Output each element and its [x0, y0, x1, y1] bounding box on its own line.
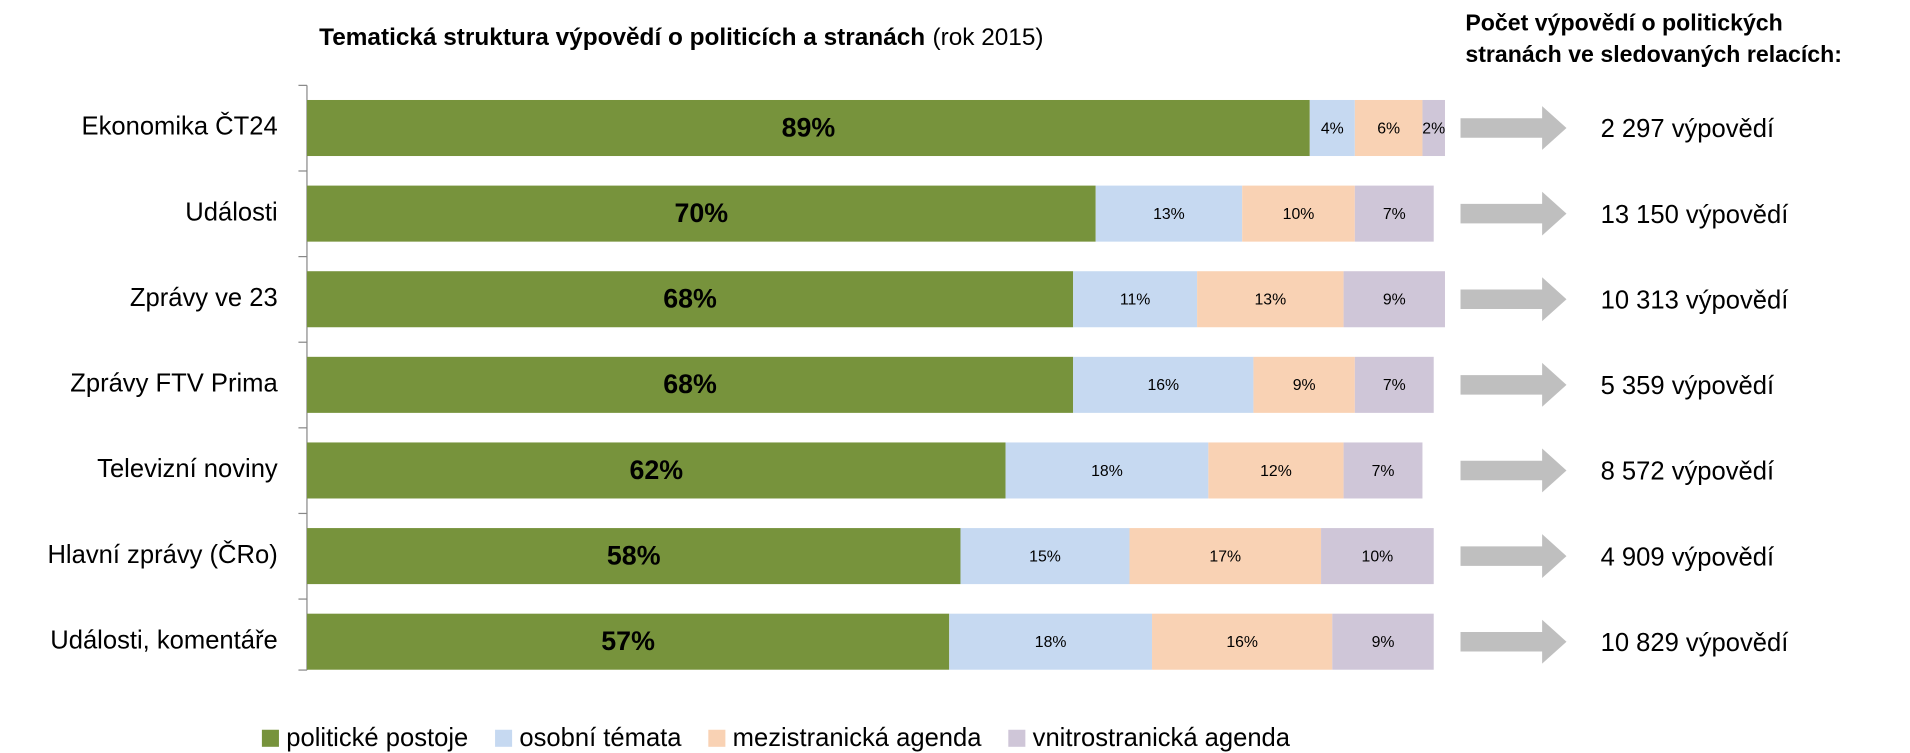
data-label: 62%	[629, 455, 683, 485]
legend-swatch	[495, 729, 513, 747]
data-label: 11%	[1120, 292, 1151, 309]
chart-subtitle: (rok 2015)	[932, 25, 1043, 52]
category-label: Zprávy FTV Prima	[70, 370, 278, 398]
bar-segment	[1242, 185, 1355, 242]
data-label: 7%	[1383, 377, 1406, 394]
arrow	[1460, 448, 1567, 493]
bar-segment	[949, 613, 1153, 670]
count-label: 10 829 výpovědí	[1601, 629, 1789, 657]
data-label: 18%	[1091, 463, 1123, 480]
data-label: 2%	[1422, 120, 1445, 137]
count-label: 2 297 výpovědí	[1601, 115, 1775, 143]
bar-segment	[960, 528, 1130, 585]
data-label: 9%	[1383, 292, 1406, 309]
bar-segment	[1253, 356, 1355, 413]
legend-swatch	[1008, 729, 1026, 747]
data-label: 70%	[675, 198, 729, 228]
bar-segment	[306, 528, 961, 585]
count-label: 8 572 výpovědí	[1601, 458, 1775, 486]
legend-label: osobní témata	[519, 724, 682, 752]
bar-segment	[306, 99, 1310, 157]
bar-segment	[1005, 442, 1209, 499]
data-label: 18%	[1035, 634, 1067, 651]
data-label: 10%	[1283, 206, 1315, 223]
bar-segment	[1095, 185, 1243, 242]
legend-swatch	[261, 729, 279, 747]
side-title: stranách ve sledovaných relacích:	[1465, 41, 1842, 67]
bar-segment	[306, 185, 1096, 242]
chart-title: Tematická struktura výpovědí o politicíc…	[319, 25, 925, 52]
arrow	[1460, 191, 1567, 236]
data-label: 7%	[1372, 463, 1395, 480]
data-label: 4%	[1321, 120, 1344, 137]
data-label: 16%	[1147, 377, 1179, 394]
bar-segment	[1354, 185, 1434, 242]
bar-segment	[1422, 99, 1445, 157]
data-label: 12%	[1260, 463, 1292, 480]
legend-label: politické postoje	[286, 724, 468, 752]
arrow	[1460, 106, 1567, 150]
category-label: Události	[185, 198, 277, 226]
count-label: 4 909 výpovědí	[1601, 543, 1775, 571]
count-label: 5 359 výpovědí	[1601, 372, 1775, 400]
data-label: 58%	[607, 540, 661, 570]
bar-segment	[1197, 271, 1344, 328]
data-label: 17%	[1209, 548, 1241, 565]
arrow	[1460, 362, 1567, 407]
bar-segment	[1129, 528, 1322, 585]
data-label: 6%	[1377, 120, 1400, 137]
bar-segment	[1309, 99, 1355, 157]
bar-segment	[306, 442, 1006, 499]
data-label: 57%	[601, 626, 655, 656]
data-label: 68%	[663, 284, 717, 314]
count-label: 13 150 výpovědí	[1601, 201, 1789, 229]
arrow	[1460, 534, 1567, 579]
data-label: 7%	[1383, 206, 1406, 223]
bar-segment	[1332, 613, 1434, 670]
chart-title-group: Tematická struktura výpovědí o politicíc…	[319, 25, 1043, 52]
data-label: 13%	[1153, 206, 1185, 223]
category-label: Události, komentáře	[50, 626, 277, 654]
category-label: Hlavní zprávy (ČRo)	[47, 540, 277, 569]
data-label: 9%	[1372, 634, 1395, 651]
bar-segment	[1073, 356, 1254, 413]
data-label: 10%	[1362, 548, 1394, 565]
bar-segment	[1152, 613, 1333, 670]
bar-segment	[1343, 271, 1445, 328]
bar-segment	[1354, 99, 1423, 157]
bar-segment	[1354, 356, 1434, 413]
legend-swatch	[708, 729, 726, 747]
arrow	[1460, 619, 1567, 664]
bar-segment	[1321, 528, 1434, 585]
legend-label: vnitrostranická agenda	[1033, 724, 1291, 752]
data-label: 89%	[782, 112, 836, 142]
count-label: 10 313 výpovědí	[1601, 286, 1789, 314]
arrow	[1460, 277, 1567, 322]
bar-segment	[306, 356, 1074, 413]
data-label: 16%	[1226, 634, 1258, 651]
category-label: Ekonomika ČT24	[82, 112, 278, 141]
category-label: Zprávy ve 23	[130, 284, 278, 312]
side-title: Počet výpovědí o politických	[1465, 10, 1782, 36]
category-label: Televizní noviny	[97, 455, 278, 483]
data-label: 9%	[1293, 377, 1316, 394]
bar-segment	[1343, 442, 1423, 499]
data-label: 15%	[1029, 548, 1061, 565]
data-label: 13%	[1254, 292, 1286, 309]
bar-segment	[306, 613, 950, 670]
legend-label: mezistranická agenda	[733, 724, 983, 752]
bar-segment	[306, 271, 1074, 328]
bar-segment	[1073, 271, 1198, 328]
data-label: 68%	[663, 369, 717, 399]
bar-segment	[1208, 442, 1344, 499]
